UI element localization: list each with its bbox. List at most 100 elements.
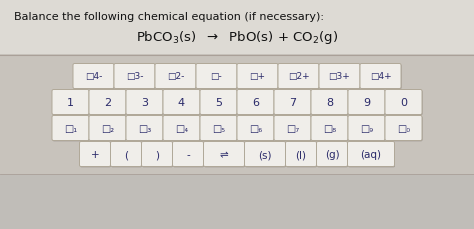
Text: □2+: □2+ <box>288 72 310 81</box>
Text: 9: 9 <box>363 98 370 108</box>
FancyBboxPatch shape <box>90 117 127 142</box>
FancyBboxPatch shape <box>127 117 164 142</box>
Text: □4+: □4+ <box>370 72 392 81</box>
Text: (: ( <box>124 149 128 159</box>
FancyBboxPatch shape <box>274 90 311 115</box>
Text: Balance the following chemical equation (if necessary):: Balance the following chemical equation … <box>14 12 324 22</box>
Text: □3+: □3+ <box>328 72 350 81</box>
FancyBboxPatch shape <box>278 64 319 89</box>
FancyBboxPatch shape <box>279 65 319 90</box>
FancyBboxPatch shape <box>237 91 274 116</box>
Text: 6: 6 <box>252 98 259 108</box>
Text: □₃: □₃ <box>138 123 151 134</box>
Text: □₀: □₀ <box>397 123 410 134</box>
FancyBboxPatch shape <box>155 64 196 89</box>
Text: ⇌: ⇌ <box>219 149 228 159</box>
FancyBboxPatch shape <box>126 90 163 115</box>
FancyBboxPatch shape <box>203 142 245 167</box>
FancyBboxPatch shape <box>197 65 237 90</box>
Text: (s): (s) <box>258 149 272 159</box>
FancyBboxPatch shape <box>114 64 155 89</box>
Text: PbCO$_3$(s)  $\rightarrow$  PbO(s) + CO$_2$(g): PbCO$_3$(s) $\rightarrow$ PbO(s) + CO$_2… <box>136 29 338 46</box>
FancyBboxPatch shape <box>237 116 274 141</box>
Text: □₉: □₉ <box>360 123 373 134</box>
FancyBboxPatch shape <box>348 117 385 142</box>
Text: □4-: □4- <box>85 72 102 81</box>
Text: 1: 1 <box>67 98 74 108</box>
FancyBboxPatch shape <box>115 65 155 90</box>
Text: □₅: □₅ <box>212 123 225 134</box>
FancyBboxPatch shape <box>319 64 360 89</box>
FancyBboxPatch shape <box>348 143 395 168</box>
FancyBboxPatch shape <box>80 143 111 168</box>
FancyBboxPatch shape <box>53 91 90 116</box>
FancyBboxPatch shape <box>163 116 200 141</box>
FancyBboxPatch shape <box>286 143 317 168</box>
FancyBboxPatch shape <box>73 64 114 89</box>
FancyBboxPatch shape <box>274 91 311 116</box>
FancyBboxPatch shape <box>127 91 164 116</box>
FancyBboxPatch shape <box>90 91 127 116</box>
Text: 7: 7 <box>289 98 296 108</box>
FancyBboxPatch shape <box>155 65 197 90</box>
Text: 3: 3 <box>141 98 148 108</box>
FancyBboxPatch shape <box>89 90 126 115</box>
Text: 5: 5 <box>215 98 222 108</box>
FancyBboxPatch shape <box>201 91 237 116</box>
FancyBboxPatch shape <box>173 142 203 167</box>
FancyBboxPatch shape <box>142 142 173 167</box>
FancyBboxPatch shape <box>317 142 347 167</box>
FancyBboxPatch shape <box>196 64 237 89</box>
Text: (g): (g) <box>325 149 339 159</box>
FancyBboxPatch shape <box>126 116 163 141</box>
FancyBboxPatch shape <box>348 116 385 141</box>
Text: +: + <box>91 149 100 159</box>
FancyBboxPatch shape <box>164 91 201 116</box>
FancyBboxPatch shape <box>311 90 348 115</box>
FancyBboxPatch shape <box>385 116 422 141</box>
Text: □3-: □3- <box>126 72 143 81</box>
FancyBboxPatch shape <box>89 116 126 141</box>
FancyBboxPatch shape <box>237 65 279 90</box>
Text: □2-: □2- <box>167 72 184 81</box>
FancyBboxPatch shape <box>201 117 237 142</box>
FancyBboxPatch shape <box>0 174 474 229</box>
FancyBboxPatch shape <box>319 65 361 90</box>
FancyBboxPatch shape <box>237 90 274 115</box>
FancyBboxPatch shape <box>80 142 110 167</box>
FancyBboxPatch shape <box>173 143 204 168</box>
FancyBboxPatch shape <box>385 90 422 115</box>
FancyBboxPatch shape <box>245 143 286 168</box>
FancyBboxPatch shape <box>317 143 348 168</box>
FancyBboxPatch shape <box>200 116 237 141</box>
Text: □-: □- <box>210 72 222 81</box>
FancyBboxPatch shape <box>52 116 89 141</box>
FancyBboxPatch shape <box>347 142 394 167</box>
FancyBboxPatch shape <box>311 91 348 116</box>
FancyBboxPatch shape <box>385 117 422 142</box>
FancyBboxPatch shape <box>164 117 201 142</box>
FancyBboxPatch shape <box>274 117 311 142</box>
FancyBboxPatch shape <box>311 116 348 141</box>
FancyBboxPatch shape <box>163 90 200 115</box>
Text: ): ) <box>155 149 159 159</box>
Text: -: - <box>186 149 190 159</box>
FancyBboxPatch shape <box>348 91 385 116</box>
Text: 0: 0 <box>400 98 407 108</box>
FancyBboxPatch shape <box>237 64 278 89</box>
FancyBboxPatch shape <box>361 65 401 90</box>
Text: □₁: □₁ <box>64 123 77 134</box>
FancyBboxPatch shape <box>111 143 142 168</box>
FancyBboxPatch shape <box>73 65 115 90</box>
FancyBboxPatch shape <box>245 142 285 167</box>
FancyBboxPatch shape <box>110 142 142 167</box>
Text: (l): (l) <box>295 149 307 159</box>
FancyBboxPatch shape <box>53 117 90 142</box>
Text: □+: □+ <box>249 72 265 81</box>
FancyBboxPatch shape <box>52 90 89 115</box>
FancyBboxPatch shape <box>311 117 348 142</box>
FancyBboxPatch shape <box>348 90 385 115</box>
Text: □₆: □₆ <box>249 123 262 134</box>
FancyBboxPatch shape <box>200 90 237 115</box>
Text: 4: 4 <box>178 98 185 108</box>
